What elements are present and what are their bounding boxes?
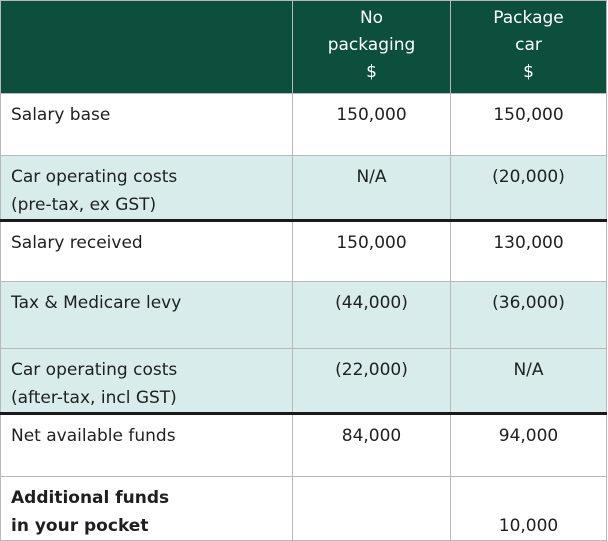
row-label-line: in your pocket xyxy=(11,516,149,536)
value-package-car: 94,000 xyxy=(450,412,607,477)
row-label: Salary received xyxy=(0,219,293,282)
value-no-packaging: N/A xyxy=(292,155,451,221)
header-package-car-line: $ xyxy=(523,62,534,82)
value-no-packaging: (22,000) xyxy=(292,348,451,414)
table-row: Tax & Medicare levy (44,000) (36,000) xyxy=(0,281,607,349)
row-label-line: Tax & Medicare levy xyxy=(11,293,182,313)
table-row: Car operating costs (pre-tax, ex GST) N/… xyxy=(0,155,607,221)
table-row: Salary base 150,000 150,000 xyxy=(0,93,607,156)
row-label-line: Salary received xyxy=(11,233,143,253)
value-no-packaging xyxy=(292,476,451,541)
header-no-packaging-line: packaging xyxy=(327,35,416,55)
row-label: Car operating costs (pre-tax, ex GST) xyxy=(0,155,293,221)
row-label: Car operating costs (after-tax, incl GST… xyxy=(0,348,293,414)
header-package-car-line: Package xyxy=(493,8,564,28)
header-empty-cell xyxy=(0,0,293,94)
value-no-packaging: 150,000 xyxy=(292,93,451,156)
header-package-car: Package car $ xyxy=(450,0,607,94)
row-label-line: Car operating costs xyxy=(11,167,178,187)
value-no-packaging: 84,000 xyxy=(292,412,451,477)
value-package-car: 130,000 xyxy=(450,219,607,282)
header-package-car-line: car xyxy=(515,35,542,55)
row-label: Additional funds in your pocket xyxy=(0,476,293,541)
row-label-line: (after-tax, incl GST) xyxy=(11,388,177,408)
table-row-total: Additional funds in your pocket 10,000 xyxy=(0,476,607,541)
header-no-packaging-line: No xyxy=(359,8,384,28)
table-row: Car operating costs (after-tax, incl GST… xyxy=(0,348,607,414)
value-no-packaging: (44,000) xyxy=(292,281,451,349)
value-package-car: (36,000) xyxy=(450,281,607,349)
row-label-line: Salary base xyxy=(11,105,111,125)
value-no-packaging: 150,000 xyxy=(292,219,451,282)
row-label-line: Car operating costs xyxy=(11,360,178,380)
header-no-packaging-line: $ xyxy=(366,62,377,82)
row-label-line: Net available funds xyxy=(11,426,176,446)
row-label: Salary base xyxy=(0,93,293,156)
value-package-car: 150,000 xyxy=(450,93,607,156)
header-no-packaging: No packaging $ xyxy=(292,0,451,94)
row-label: Tax & Medicare levy xyxy=(0,281,293,349)
value-package-car: (20,000) xyxy=(450,155,607,221)
table-row: Net available funds 84,000 94,000 xyxy=(0,412,607,477)
row-label-line: Additional funds xyxy=(11,488,170,508)
additional-funds-value: 10,000 xyxy=(498,516,559,536)
table-row: Salary received 150,000 130,000 xyxy=(0,219,607,282)
row-label-line: (pre-tax, ex GST) xyxy=(11,195,157,215)
value-package-car: 10,000 xyxy=(450,476,607,541)
value-package-car: N/A xyxy=(450,348,607,414)
table-header: No packaging $ Package car $ xyxy=(0,0,607,94)
row-label: Net available funds xyxy=(0,412,293,477)
